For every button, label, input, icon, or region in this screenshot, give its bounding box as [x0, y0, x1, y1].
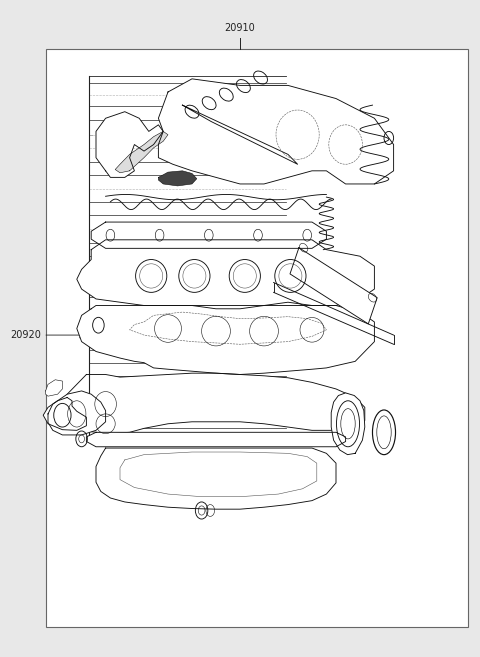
Bar	[46, 49, 468, 627]
Polygon shape	[91, 222, 326, 248]
Polygon shape	[115, 131, 168, 173]
Polygon shape	[48, 391, 106, 435]
Polygon shape	[62, 373, 365, 434]
Polygon shape	[77, 240, 374, 309]
Polygon shape	[43, 397, 86, 430]
Polygon shape	[96, 448, 336, 509]
Polygon shape	[86, 432, 346, 447]
Polygon shape	[46, 380, 62, 396]
Polygon shape	[290, 248, 377, 324]
Polygon shape	[158, 171, 197, 186]
Polygon shape	[77, 306, 374, 374]
Text: 20910: 20910	[225, 23, 255, 33]
Polygon shape	[158, 79, 394, 184]
Polygon shape	[331, 393, 365, 455]
Polygon shape	[96, 112, 163, 177]
Text: 20920: 20920	[10, 330, 41, 340]
